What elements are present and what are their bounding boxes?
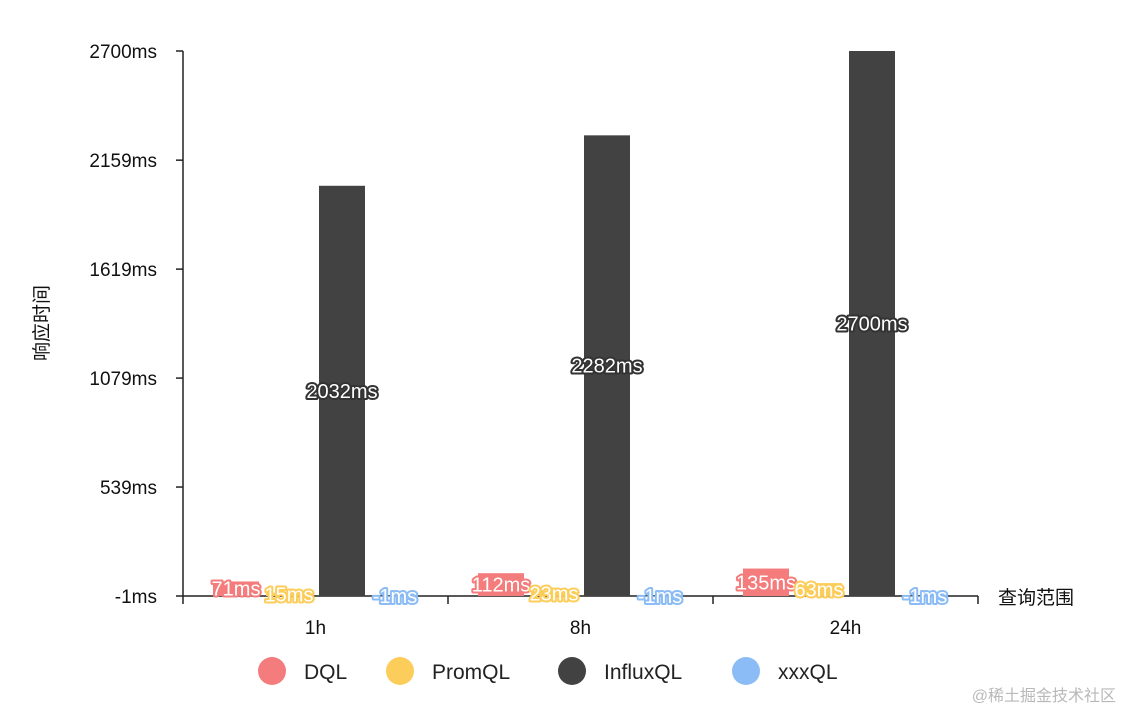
data-label: 2032ms	[306, 381, 377, 403]
legend-marker	[258, 657, 286, 685]
bar-influxql-24h	[849, 51, 895, 596]
x-tick-label: 8h	[570, 618, 591, 639]
data-label: 112ms	[472, 575, 531, 597]
y-tick-label: 1619ms	[89, 260, 157, 281]
data-label: 2700ms	[836, 314, 907, 336]
data-labels: 71ms 112ms 135ms 15ms 23ms 63ms 2032ms 2282ms 27…	[210, 312, 950, 611]
x-axis: 1h 8h 24h	[182, 595, 979, 639]
legend-label: PromQL	[432, 661, 510, 684]
y-tick-label: 2700ms	[89, 42, 157, 63]
bar-xxxql-1h	[372, 596, 418, 597]
x-tick-label: 24h	[830, 618, 862, 639]
bar-dql-8h	[478, 573, 524, 596]
bar-xxxql-24h	[902, 596, 948, 597]
watermark: @稀土掘金技术社区	[971, 688, 1116, 705]
y-tick-label: 1079ms	[89, 369, 157, 390]
bars	[213, 51, 948, 597]
data-label: 135ms	[736, 572, 796, 594]
bar-dql-1h	[213, 581, 259, 596]
legend-marker	[386, 657, 414, 685]
y-axis-title: 响应时间	[31, 285, 53, 361]
data-label: -1ms	[638, 586, 682, 608]
bar-promql-8h	[531, 591, 577, 596]
legend-label: InfluxQL	[604, 661, 682, 684]
y-tick-label: 539ms	[100, 478, 157, 499]
bar-dql-24h	[743, 568, 789, 596]
bar-promql-1h	[266, 592, 312, 596]
data-label: 15ms	[265, 584, 314, 606]
bar-influxql-1h	[319, 185, 365, 596]
y-axis: -1ms 539ms 1079ms 1619ms 2159ms 2700ms	[89, 42, 184, 608]
legend-label: DQL	[304, 661, 347, 684]
legend-marker	[732, 657, 760, 685]
x-tick-label: 1h	[305, 618, 326, 639]
y-tick-label: -1ms	[115, 587, 157, 608]
y-tick-label: 2159ms	[89, 151, 157, 172]
bar-xxxql-8h	[637, 596, 683, 597]
legend-marker	[558, 657, 586, 685]
legend-label: xxxQL	[778, 661, 838, 684]
data-label: -1ms	[373, 586, 417, 608]
data-label: 23ms	[530, 584, 579, 606]
data-label: 63ms	[795, 580, 844, 602]
data-label: 71ms	[212, 579, 261, 601]
data-label: -1ms	[903, 586, 947, 608]
bar-influxql-8h	[584, 135, 630, 596]
bar-promql-24h	[796, 583, 842, 596]
data-label: 2282ms	[571, 356, 642, 378]
x-axis-title: 查询范围	[998, 587, 1074, 609]
legend: DQL PromQL InfluxQL xxxQL	[258, 657, 838, 685]
